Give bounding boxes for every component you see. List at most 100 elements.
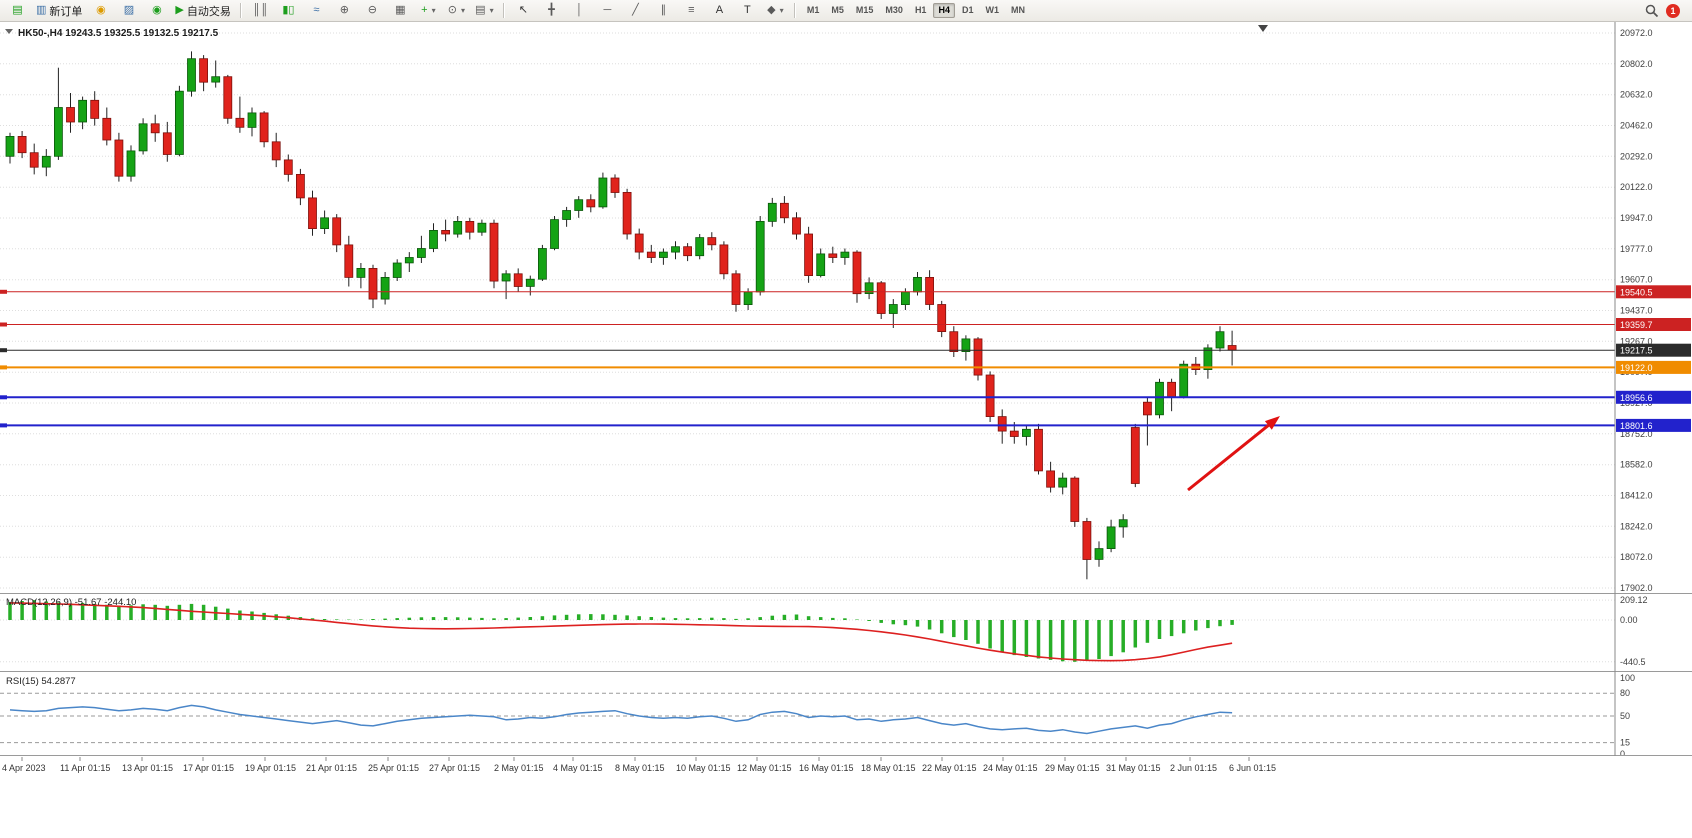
svg-text:25 Apr 01:15: 25 Apr 01:15 [368, 763, 419, 773]
templates-button[interactable]: ▤ ▾ [471, 0, 498, 21]
indicators-button[interactable]: + ▾ [415, 0, 442, 21]
new-order-icon: ▥ [36, 4, 47, 16]
timeframe-MN[interactable]: MN [1010, 5, 1025, 15]
candlestick-series [5, 51, 1237, 580]
rsi-label: RSI(15) 54.2877 [6, 676, 76, 687]
periods-button[interactable]: ⊙ ▾ [443, 0, 470, 21]
crosshair-button[interactable]: ╋ [538, 0, 565, 21]
horizontal-line-button[interactable]: ─ [594, 0, 621, 21]
macd-label: MACD(12,26,9) -51.67 -244.10 [6, 597, 136, 608]
price-badge: 18956.6 [1620, 393, 1653, 403]
channel-button[interactable]: ∥ [650, 0, 677, 21]
horizontal-line-18956.6[interactable]: 18956.6 [0, 390, 1691, 404]
svg-text:10 May 01:15: 10 May 01:15 [676, 763, 731, 773]
zoom-in-icon: ⊕ [339, 4, 349, 16]
svg-text:27 Apr 01:15: 27 Apr 01:15 [429, 763, 480, 773]
svg-text:22 May 01:15: 22 May 01:15 [922, 763, 977, 773]
price-badge: 19217.5 [1620, 346, 1653, 356]
timeframe-M1[interactable]: M1 [806, 5, 820, 15]
vertical-line-icon: │ [575, 4, 583, 16]
timeframe-M30[interactable]: M30 [885, 5, 903, 15]
tile-windows-button[interactable]: ▦ [387, 0, 414, 21]
tile-windows-icon: ▦ [395, 4, 406, 16]
trendline-icon: ╱ [632, 4, 639, 16]
fibonacci-button[interactable]: ≡ [678, 0, 705, 21]
svg-text:29 May 01:15: 29 May 01:15 [1045, 763, 1100, 773]
chart-shift-marker [1258, 25, 1268, 32]
toolbar-separator [502, 3, 505, 18]
text-icon: A [715, 4, 724, 16]
horizontal-line-19122.0[interactable]: 19122.0 [0, 360, 1691, 374]
search-button[interactable] [1645, 4, 1659, 18]
chevron-down-icon: ▾ [431, 6, 436, 15]
cursor-button[interactable]: ↖ [510, 0, 537, 21]
rsi-line [9, 704, 1233, 735]
chart-candles-button[interactable]: ▮▯ [275, 0, 302, 21]
new-order-button[interactable]: ▥ 新订单 [32, 0, 86, 21]
svg-text:0.00: 0.00 [1620, 615, 1638, 625]
time-axis[interactable]: 4 Apr 2023 11 Apr 01:15 13 Apr 01:15 17 Apr… [2, 757, 1276, 773]
svg-text:209.12: 209.12 [1620, 595, 1648, 605]
vertical-line-button[interactable]: │ [566, 0, 593, 21]
svg-text:8 May 01:15: 8 May 01:15 [615, 763, 665, 773]
svg-text:19437.0: 19437.0 [1620, 306, 1653, 316]
text-button[interactable]: A [706, 0, 733, 21]
new-chart-button[interactable]: ▤ [4, 0, 31, 21]
bars-chart-icon: ║║ [252, 4, 269, 16]
template-icon: ▤ [475, 4, 486, 16]
trend-arrow-annotation[interactable] [1187, 416, 1280, 492]
clock-icon: ⊙ [447, 4, 457, 16]
notification-badge[interactable]: 1 [1666, 3, 1680, 18]
svg-text:24 May 01:15: 24 May 01:15 [983, 763, 1038, 773]
svg-text:18582.0: 18582.0 [1620, 460, 1653, 470]
timeframe-M5[interactable]: M5 [831, 5, 844, 15]
chart-bars-button[interactable]: ║║ [247, 0, 274, 21]
svg-text:18242.0: 18242.0 [1620, 521, 1653, 531]
timeframe-D1[interactable]: D1 [961, 5, 974, 15]
line-chart-icon: ≈ [313, 4, 320, 16]
chart-window[interactable]: 20972.0 20802.0 20632.0 20462.0 20292.0 20122… [0, 22, 1692, 838]
horizontal-line-19217.5[interactable]: 19217.5 [0, 343, 1691, 357]
svg-text:2 May 01:15: 2 May 01:15 [494, 763, 544, 773]
horizontal-line-19359.7[interactable]: 19359.7 [0, 318, 1691, 331]
timeframe-H4[interactable]: H4 [933, 3, 955, 18]
horizontal-line-19540.5[interactable]: 19540.5 [0, 285, 1691, 299]
cursor-icon: ↖ [518, 4, 528, 16]
label-button[interactable]: T [734, 0, 761, 21]
svg-text:80: 80 [1620, 688, 1630, 698]
community-icon: ◉ [152, 4, 162, 16]
objects-button[interactable]: ◆ ▾ [762, 0, 789, 21]
candles-chart-icon: ▮▯ [282, 4, 295, 16]
zoom-out-button[interactable]: ⊖ [359, 0, 386, 21]
pane-separator[interactable] [0, 755, 1692, 757]
timeframe-M15[interactable]: M15 [855, 5, 874, 15]
new-order-label: 新订单 [49, 5, 83, 18]
oneclick-expander-icon [5, 29, 13, 34]
svg-text:20972.0: 20972.0 [1620, 28, 1653, 38]
svg-text:19607.0: 19607.0 [1620, 275, 1653, 285]
zoom-in-button[interactable]: ⊕ [331, 0, 358, 21]
chart-canvas[interactable]: 20972.0 20802.0 20632.0 20462.0 20292.0 20122… [0, 22, 1692, 838]
svg-text:-440.5: -440.5 [1620, 657, 1646, 667]
toolbar-separator [239, 3, 242, 18]
svg-text:4 Apr 2023: 4 Apr 2023 [2, 763, 46, 773]
objects-icon: ◆ [767, 4, 776, 16]
toolbox-button[interactable]: ▨ [115, 0, 142, 21]
auto-trading-button[interactable]: ▶ 自动交易 [171, 0, 234, 21]
horizontal-line-18801.6[interactable]: 18801.6 [0, 418, 1691, 432]
mql5-button[interactable]: ◉ [87, 0, 114, 21]
toolbox-icon: ▨ [123, 4, 135, 16]
pane-separator[interactable] [0, 593, 1692, 595]
timeframe-W1[interactable]: W1 [985, 5, 999, 15]
svg-text:21 Apr 01:15: 21 Apr 01:15 [306, 763, 357, 773]
indicators-icon: + [421, 4, 428, 16]
trendline-button[interactable]: ╱ [622, 0, 649, 21]
svg-text:6 Jun 01:15: 6 Jun 01:15 [1229, 763, 1276, 773]
community-button[interactable]: ◉ [143, 0, 170, 21]
timeframe-H1[interactable]: H1 [914, 5, 927, 15]
price-badge: 18801.6 [1620, 421, 1653, 431]
chart-line-button[interactable]: ≈ [303, 0, 330, 21]
svg-text:18072.0: 18072.0 [1620, 552, 1653, 562]
pane-separator[interactable] [0, 671, 1692, 673]
toolbar-separator [793, 3, 796, 18]
